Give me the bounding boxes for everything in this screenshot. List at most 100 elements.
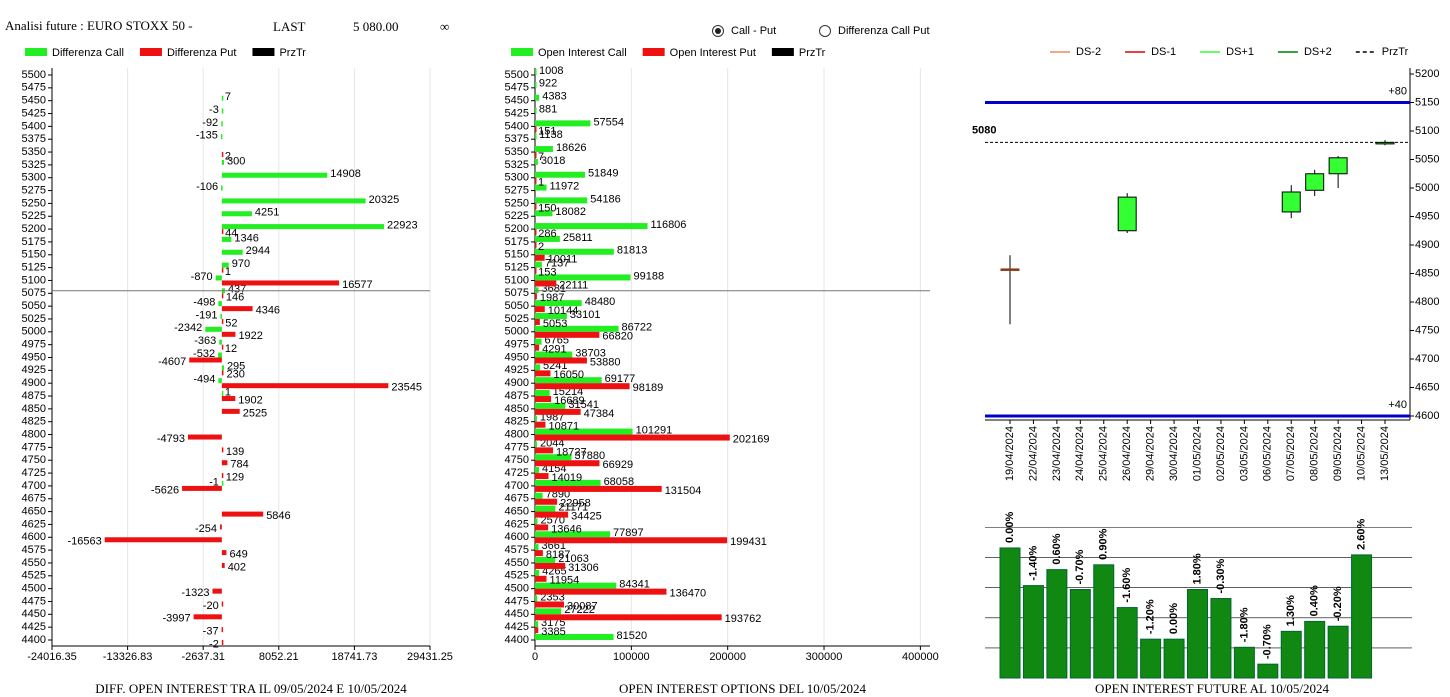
data-label: 139 (226, 446, 244, 458)
bar (221, 152, 224, 158)
candle-body (1117, 196, 1137, 232)
data-label: -2 (209, 638, 219, 650)
legend-label: DS+1 (1226, 46, 1254, 58)
bar (1093, 564, 1115, 679)
bar (535, 312, 567, 319)
bar (220, 134, 223, 140)
data-label: 22111 (559, 279, 588, 291)
data-label: 37880 (574, 450, 605, 462)
data-label: 4251 (255, 207, 279, 219)
data-label: 10144 (548, 305, 579, 317)
bar (535, 81, 537, 88)
y-tick-label: 4600 (505, 531, 529, 543)
data-label: 881 (539, 103, 557, 115)
y-tick-label: 5400 (505, 120, 529, 132)
bar (535, 434, 730, 441)
bar (535, 377, 602, 384)
data-label: 4346 (256, 305, 280, 317)
bar (1163, 638, 1185, 679)
y-tick-label: 4750 (22, 454, 46, 466)
data-label: 98189 (633, 382, 664, 394)
bar (535, 485, 662, 492)
legend-label: Differenza Put (167, 47, 237, 59)
change-label: -0.70% (1262, 624, 1274, 659)
bar (535, 235, 560, 242)
y-tick-label: 5450 (505, 95, 529, 107)
y-tick-label: 5375 (505, 133, 529, 145)
change-label: 2.60% (1355, 518, 1367, 549)
data-label: -106 (196, 181, 218, 193)
bar (221, 262, 229, 268)
change-label: -0.30% (1215, 558, 1227, 593)
data-label: -363 (194, 335, 216, 347)
y-tick-label: 5325 (22, 159, 46, 171)
bar (1022, 585, 1044, 679)
data-label: 25811 (563, 232, 593, 244)
x-tick-label: 25/04/2024 (1098, 426, 1110, 481)
data-label: 402 (228, 561, 246, 573)
bar (221, 211, 252, 217)
bar (535, 537, 728, 544)
bar (221, 447, 224, 453)
bar (221, 550, 227, 556)
caption: DIFF. OPEN INTEREST TRA IL 09/05/2024 E … (95, 681, 407, 696)
data-label: 22923 (387, 219, 418, 231)
bar (535, 498, 558, 505)
data-label: 4383 (542, 91, 566, 103)
bar (535, 562, 566, 569)
data-label: 53880 (590, 356, 621, 368)
data-label: 20325 (369, 194, 400, 206)
data-label: 129 (226, 471, 244, 483)
bar (535, 608, 562, 615)
data-label: -870 (191, 271, 213, 283)
data-label: 69177 (605, 373, 636, 385)
data-label: 8187 (546, 549, 570, 561)
data-label: 1346 (234, 232, 258, 244)
data-label: 153 (538, 267, 556, 279)
x-tick-label: 300000 (806, 651, 843, 663)
y-tick-label: 5150 (22, 249, 46, 261)
y-tick-label: 5300 (505, 172, 529, 184)
x-tick-label: 18741.73 (331, 651, 377, 663)
y-tick-label: 4850 (505, 403, 529, 415)
y-tick-label: 5325 (505, 159, 529, 171)
bar (535, 261, 542, 268)
y-tick-label: 4950 (22, 351, 46, 363)
data-label: -254 (195, 523, 217, 535)
bar (1257, 663, 1279, 679)
data-label: 27222 (564, 604, 595, 616)
bar (535, 364, 541, 371)
legend-label: DS-2 (1076, 46, 1101, 58)
data-label: 151 (538, 125, 556, 137)
data-label: -4793 (157, 433, 185, 445)
bar (535, 428, 633, 435)
bar (535, 274, 631, 281)
change-label: 0.40% (1309, 585, 1321, 616)
change-label: 0.00% (1004, 512, 1016, 543)
radio-label[interactable]: Call - Put (731, 25, 776, 37)
data-label: 2 (225, 150, 231, 162)
data-label: 18626 (556, 142, 587, 154)
y-tick-label: 4450 (22, 608, 46, 620)
radio[interactable] (819, 25, 831, 37)
y-tick-label: 4475 (22, 595, 46, 607)
radio-label[interactable]: Differenza Call Put (838, 25, 930, 37)
bar (535, 158, 538, 165)
y-tick-label: 5025 (22, 313, 46, 325)
y-tick-label: 4700 (1415, 353, 1439, 365)
y-tick-label: 4925 (505, 364, 529, 376)
y-tick-label: 4525 (22, 570, 46, 582)
bar (182, 485, 222, 491)
y-tick-label: 4950 (1415, 210, 1439, 222)
y-tick-label: 4550 (505, 557, 529, 569)
legend-swatch (252, 48, 275, 56)
data-label: 295 (227, 361, 245, 373)
y-tick-label: 5450 (22, 95, 46, 107)
data-label: 31541 (568, 399, 599, 411)
data-label: 230 (226, 369, 244, 381)
bar (221, 121, 223, 127)
y-tick-label: 5200 (505, 223, 529, 235)
bar (535, 518, 538, 525)
data-label: 193762 (725, 613, 762, 625)
bar (535, 408, 581, 415)
